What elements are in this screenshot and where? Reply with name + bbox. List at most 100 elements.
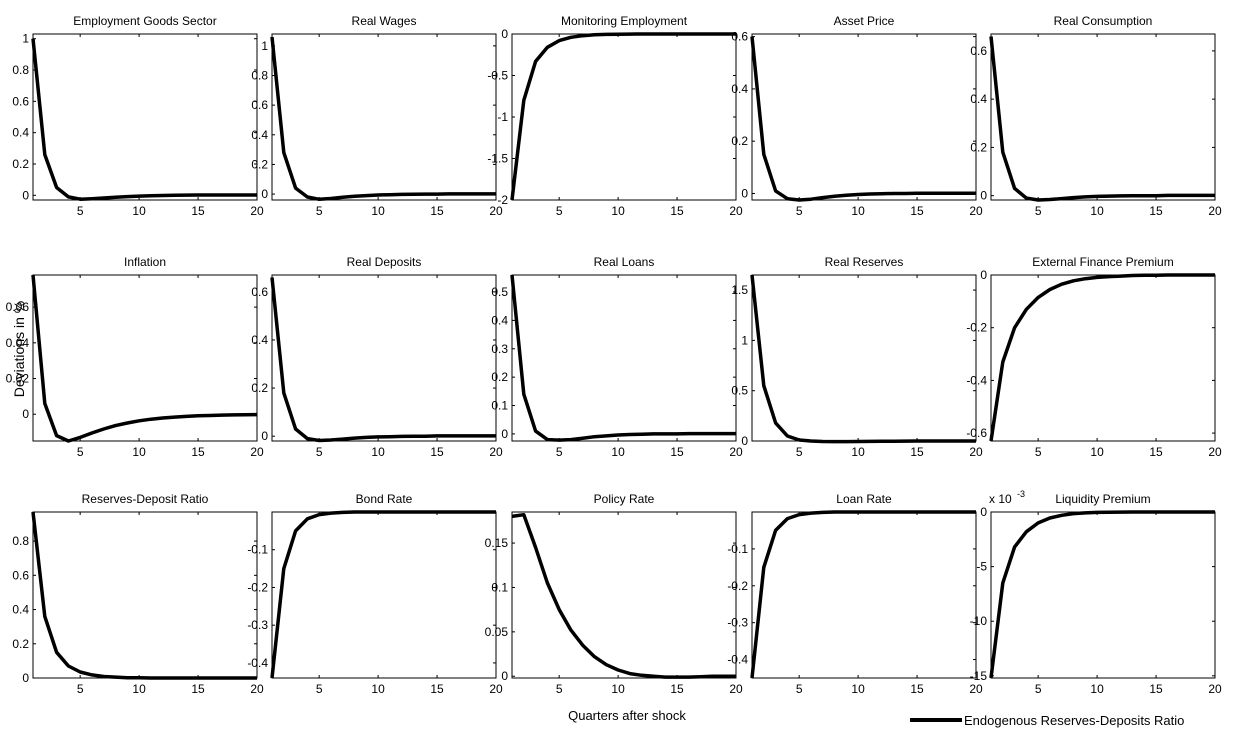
y-tick-label: -1 bbox=[497, 110, 508, 124]
y-tick-label: 0.2 bbox=[251, 157, 268, 171]
y-tick-label: 1 bbox=[22, 32, 29, 46]
axes-box bbox=[271, 33, 497, 201]
y-tick-label: 0.4 bbox=[731, 82, 748, 96]
axes-box bbox=[32, 274, 258, 442]
y-tick-label: 0.6 bbox=[731, 30, 748, 44]
y-tick-label: 0.3 bbox=[491, 342, 508, 356]
y-tick-label: -0.2 bbox=[727, 579, 748, 593]
panel-title: External Finance Premium bbox=[1032, 255, 1173, 269]
y-tick-label: 0.6 bbox=[12, 94, 29, 108]
x-tick-label: 15 bbox=[1149, 445, 1163, 459]
series-line bbox=[31, 274, 258, 443]
x-tick-label: 10 bbox=[1090, 682, 1104, 696]
y-tick-label: 0.2 bbox=[251, 381, 268, 395]
axes-box bbox=[32, 33, 258, 201]
figure-xlabel: Quarters after shock bbox=[568, 708, 686, 723]
y-tick-label: 0 bbox=[22, 671, 29, 685]
series-line bbox=[989, 36, 1215, 202]
x-tick-label: 15 bbox=[1149, 682, 1163, 696]
axes-box bbox=[751, 33, 977, 201]
x-tick-label: 5 bbox=[796, 204, 803, 218]
legend: Endogenous Reserves-Deposits Ratio bbox=[910, 713, 1184, 728]
panel-real-loans: Real Loans 5 10 15 20 0 0.1 0.2 0.3 0.4 0.5 bbox=[491, 255, 743, 459]
series-line bbox=[750, 510, 976, 679]
y-tick-label: 0 bbox=[501, 669, 508, 683]
x-tick-label: 20 bbox=[729, 445, 743, 459]
y-tick-label: 0.6 bbox=[12, 568, 29, 582]
y-tick-label: 0.6 bbox=[251, 285, 268, 299]
x-tick-label: 10 bbox=[132, 204, 146, 218]
y-tick-label: 0 bbox=[741, 434, 748, 448]
x-tick-label: 10 bbox=[132, 445, 146, 459]
y-tick-label: -0.3 bbox=[247, 618, 268, 632]
x-tick-label: 5 bbox=[1035, 682, 1042, 696]
y-tick-label: 0.2 bbox=[970, 140, 987, 154]
x-tick-label: 20 bbox=[489, 445, 503, 459]
panel-title: Real Wages bbox=[352, 14, 417, 28]
x-tick-label: 10 bbox=[1090, 445, 1104, 459]
panel-title: Real Deposits bbox=[347, 255, 422, 269]
axes-box bbox=[511, 33, 737, 201]
y-tick-label: 0.02 bbox=[6, 372, 30, 386]
x-tick-label: 15 bbox=[670, 204, 684, 218]
axes-box bbox=[271, 274, 497, 442]
y-tick-label: 0.15 bbox=[485, 536, 509, 550]
x-tick-label: 5 bbox=[316, 682, 323, 696]
y-tick-label: -5 bbox=[976, 560, 987, 574]
x-tick-label: 10 bbox=[371, 204, 385, 218]
y-tick-label: 0.2 bbox=[12, 637, 29, 651]
x-tick-label: 10 bbox=[611, 445, 625, 459]
x-tick-label: 5 bbox=[556, 445, 563, 459]
x-tick-label: 15 bbox=[670, 445, 684, 459]
axis-scale-exponent: -3 bbox=[1017, 489, 1025, 499]
x-tick-label: 15 bbox=[430, 445, 444, 459]
x-tick-label: 5 bbox=[556, 204, 563, 218]
x-tick-label: 5 bbox=[556, 682, 563, 696]
x-tick-label: 15 bbox=[910, 204, 924, 218]
y-tick-label: 0.1 bbox=[491, 399, 508, 413]
y-tick-label: 0.4 bbox=[12, 603, 29, 617]
x-tick-label: 5 bbox=[316, 204, 323, 218]
panel-real-deposits: Real Deposits 5 10 15 20 0 0.2 0.4 0.6 bbox=[251, 255, 503, 459]
series-line bbox=[270, 36, 496, 202]
panel-title: Real Reserves bbox=[825, 255, 904, 269]
x-tick-label: 15 bbox=[191, 204, 205, 218]
series-line bbox=[31, 38, 257, 201]
x-tick-label: 20 bbox=[250, 204, 264, 218]
panel-title: Loan Rate bbox=[836, 492, 892, 506]
y-tick-label: 0.4 bbox=[491, 313, 508, 327]
y-tick-label: 0 bbox=[501, 427, 508, 441]
y-tick-label: 0.8 bbox=[12, 534, 29, 548]
x-tick-label: 10 bbox=[132, 682, 146, 696]
series-line bbox=[989, 273, 1215, 442]
y-tick-label: 0.5 bbox=[491, 285, 508, 299]
x-tick-label: 10 bbox=[611, 204, 625, 218]
axes-box bbox=[990, 511, 1216, 679]
y-tick-label: -0.1 bbox=[727, 542, 748, 556]
y-tick-label: 0.05 bbox=[485, 625, 509, 639]
panel-inflation: Inflation 5 10 15 20 0 0.02 0.04 0.06 bbox=[6, 255, 264, 459]
axes-box bbox=[511, 274, 737, 442]
figure-ylabel: Deviations in % bbox=[11, 301, 27, 398]
x-tick-label: 20 bbox=[250, 445, 264, 459]
x-tick-label: 20 bbox=[729, 682, 743, 696]
y-tick-label: -0.2 bbox=[247, 580, 268, 594]
y-tick-label: 0.4 bbox=[970, 92, 987, 106]
y-tick-label: 0.04 bbox=[6, 336, 30, 350]
panel-employment-goods-sector: Employment Goods Sector 5 10 15 20 0 0.2 0.4 0.6… bbox=[12, 14, 264, 218]
y-tick-label: 0.8 bbox=[12, 63, 29, 77]
y-tick-label: 0.2 bbox=[491, 370, 508, 384]
y-tick-label: 0.06 bbox=[6, 300, 30, 314]
y-tick-label: 0.1 bbox=[491, 580, 508, 594]
y-tick-label: 0.8 bbox=[251, 69, 268, 83]
y-tick-label: -0.6 bbox=[966, 426, 987, 440]
y-tick-label: 0 bbox=[980, 505, 987, 519]
series-line bbox=[750, 274, 976, 444]
x-tick-label: 10 bbox=[371, 682, 385, 696]
